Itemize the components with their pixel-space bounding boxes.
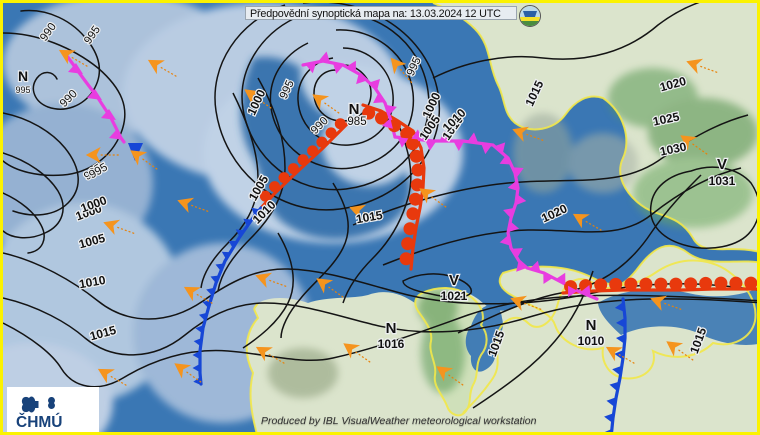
- svg-text:995: 995: [278, 79, 297, 101]
- svg-text:N: N: [18, 68, 28, 84]
- svg-text:1021: 1021: [441, 289, 468, 303]
- svg-text:985: 985: [347, 116, 366, 128]
- svg-text:1015: 1015: [355, 208, 384, 226]
- svg-text:1015: 1015: [522, 78, 546, 108]
- svg-text:1000: 1000: [244, 87, 268, 117]
- svg-text:1030: 1030: [659, 139, 688, 158]
- svg-text:995: 995: [405, 56, 424, 78]
- svg-text:ČHMÚ: ČHMÚ: [16, 413, 63, 431]
- svg-text:1010: 1010: [78, 273, 107, 291]
- svg-text:1005: 1005: [77, 231, 107, 252]
- svg-text:V: V: [717, 156, 727, 173]
- svg-text:990: 990: [58, 88, 80, 110]
- svg-text:995: 995: [82, 24, 103, 47]
- svg-text:990: 990: [38, 21, 59, 44]
- svg-text:N: N: [586, 317, 597, 334]
- svg-text:995: 995: [87, 161, 110, 181]
- svg-text:1031: 1031: [709, 174, 736, 188]
- svg-text:990: 990: [309, 115, 331, 137]
- svg-text:1005: 1005: [416, 112, 443, 142]
- svg-text:1010: 1010: [578, 334, 605, 348]
- svg-text:1025: 1025: [652, 109, 681, 128]
- svg-text:N: N: [386, 320, 397, 337]
- svg-text:995: 995: [15, 85, 30, 95]
- svg-text:1015: 1015: [88, 323, 118, 344]
- svg-text:1020: 1020: [539, 201, 569, 225]
- svg-text:1015: 1015: [687, 325, 709, 355]
- svg-text:1015: 1015: [485, 328, 507, 358]
- svg-text:1016: 1016: [378, 337, 405, 351]
- svg-text:V: V: [449, 272, 459, 289]
- svg-text:1020: 1020: [658, 74, 688, 95]
